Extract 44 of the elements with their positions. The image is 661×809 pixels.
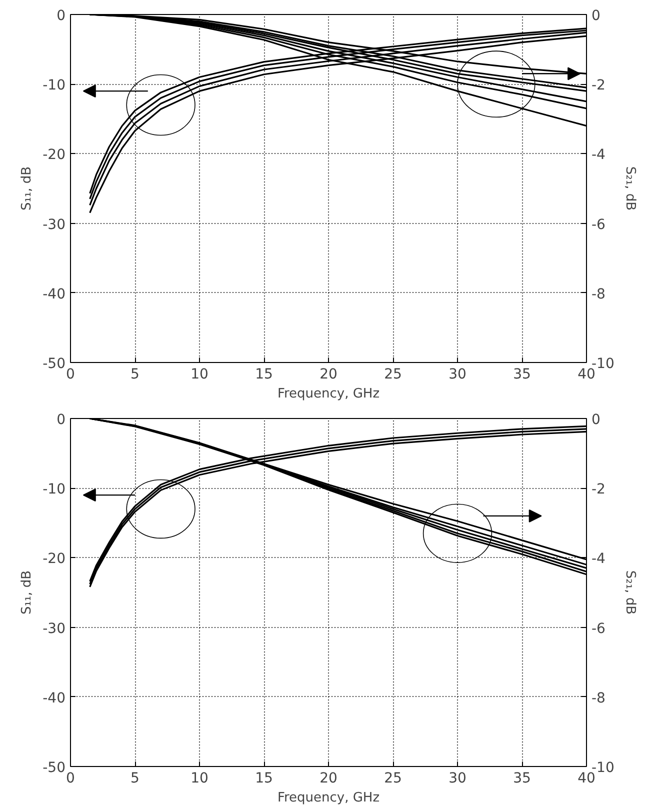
x-tick-label: 30 — [448, 770, 466, 786]
y2-tick-label: -4 — [592, 147, 606, 164]
y-tick-label: 0 — [56, 412, 66, 428]
y-tick-label: -30 — [42, 620, 66, 637]
y-axis-title: S₁₁, dB — [20, 166, 35, 211]
y-axis-title: S₁₁, dB — [20, 570, 35, 615]
y2-tick-label: -4 — [592, 551, 606, 568]
y-tick-label: -30 — [42, 216, 66, 233]
x-axis-title: Frequency, GHz — [277, 790, 380, 806]
x-tick-label: 25 — [384, 366, 402, 382]
y2-tick-label: 0 — [592, 412, 600, 428]
y-tick-label: -50 — [42, 760, 66, 776]
x-tick-label: 25 — [384, 770, 402, 786]
x-tick-label: 40 — [578, 366, 596, 382]
x-tick-label: 35 — [513, 366, 531, 382]
y-tick-label: -20 — [42, 551, 66, 568]
y-tick-label: -10 — [42, 482, 66, 498]
y-tick-label: -40 — [42, 690, 66, 706]
x-tick-label: 30 — [448, 366, 466, 382]
y2-tick-label: -2 — [592, 78, 606, 94]
y-tick-label: -10 — [42, 78, 66, 94]
x-tick-label: 20 — [320, 770, 338, 786]
x-axis-title: Frequency, GHz — [277, 386, 380, 402]
x-tick-label: 5 — [130, 770, 140, 786]
x-tick-label: 5 — [130, 366, 140, 382]
x-tick-label: 40 — [578, 770, 596, 786]
y-tick-label: -50 — [42, 356, 66, 372]
y-tick-label: 0 — [56, 8, 66, 24]
y2-tick-label: 0 — [592, 8, 600, 24]
x-tick-label: 35 — [513, 770, 531, 786]
y2-tick-label: -8 — [592, 690, 606, 706]
x-tick-label: 15 — [255, 366, 273, 382]
y2-tick-label: -6 — [592, 620, 606, 637]
y-tick-label: -40 — [42, 286, 66, 302]
x-tick-label: 15 — [255, 770, 273, 786]
y2-tick-label: -2 — [592, 482, 606, 498]
x-tick-label: 10 — [190, 770, 208, 786]
y2-tick-label: -6 — [592, 216, 606, 233]
x-tick-label: 20 — [320, 366, 338, 382]
y-tick-label: -20 — [42, 147, 66, 164]
y2-axis-title: S₂₁, dB — [622, 570, 638, 615]
y2-tick-label: -8 — [592, 286, 606, 302]
y2-axis-title: S₂₁, dB — [622, 166, 638, 211]
x-tick-label: 10 — [190, 366, 208, 382]
